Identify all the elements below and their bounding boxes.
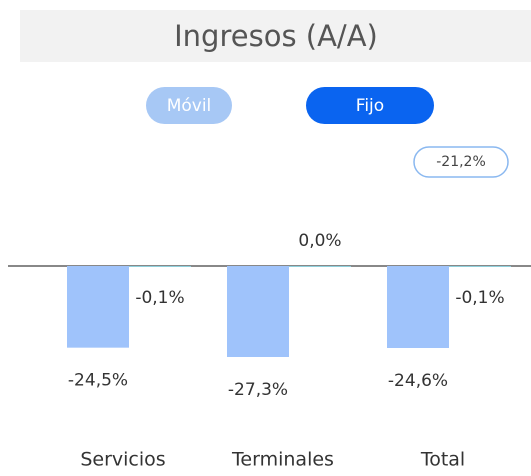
toggle-label[interactable]: Fijo [356,96,384,116]
value-label: -0,1% [135,288,184,308]
value-label: -0,1% [455,288,504,308]
badge: -21,2% [436,154,486,170]
x-tick-label: Servicios [80,449,165,471]
badge-box [413,146,509,178]
bar [129,266,191,267]
toggle-button[interactable] [306,87,434,124]
bar [289,266,351,267]
x-tick-label: Total [420,449,465,471]
title-band [20,10,531,62]
value-label: -24,5% [68,371,128,391]
x-tick-label: Terminales [231,449,334,471]
bar [387,266,449,348]
toggle-label[interactable]: Móvil [167,96,212,116]
value-label: 0,0% [298,231,341,251]
chart-title: Ingresos (A/A) [174,19,378,53]
bar [227,266,289,357]
toggle-button[interactable] [146,87,232,124]
value-label: -27,3% [228,380,288,400]
bar [67,266,129,348]
bar [449,266,511,267]
value-label: -24,6% [388,371,448,391]
